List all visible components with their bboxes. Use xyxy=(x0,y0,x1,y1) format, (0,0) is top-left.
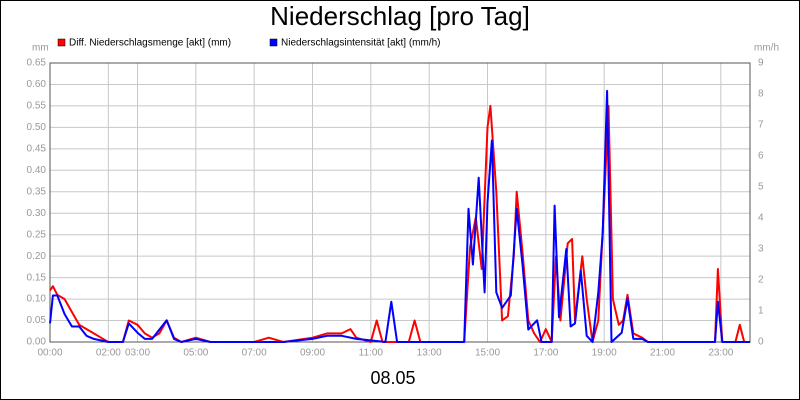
x-tick-label: 13:00 xyxy=(417,348,442,359)
x-tick-label: 05:00 xyxy=(183,348,208,359)
legend-label: Diff. Niederschlagsmenge [akt] (mm) xyxy=(69,38,231,49)
y2-tick-label: 0 xyxy=(758,337,764,348)
y-tick-label: 0.60 xyxy=(27,79,47,90)
y-tick-label: 0.20 xyxy=(27,251,47,262)
y-tick-label: 0.05 xyxy=(27,315,47,326)
x-tick-label: 19:00 xyxy=(592,348,617,359)
series-line xyxy=(49,89,750,343)
x-tick-label: 23:00 xyxy=(708,348,733,359)
y-tick-label: 0.45 xyxy=(27,143,47,154)
y2-tick-label: 2 xyxy=(758,275,764,286)
y2-axis-label: mm/h xyxy=(754,43,779,54)
y-tick-label: 0.25 xyxy=(27,229,47,240)
x-tick-label: 02:00 xyxy=(96,348,121,359)
series-line xyxy=(49,104,750,343)
y2-tick-label: 1 xyxy=(758,306,764,317)
y2-tick-label: 9 xyxy=(758,58,764,69)
x-tick-label: 09:00 xyxy=(300,348,325,359)
x-axis-label: 08.05 xyxy=(370,368,415,388)
legend-swatch xyxy=(57,38,66,47)
y-axis-label: mm xyxy=(32,43,49,54)
x-tick-label: 11:00 xyxy=(359,348,384,359)
y-tick-label: 0.35 xyxy=(27,186,47,197)
x-tick-label: 21:00 xyxy=(650,348,675,359)
x-tick-label: 00:00 xyxy=(37,348,62,359)
y-tick-label: 0.15 xyxy=(27,272,47,283)
y-tick-label: 0.65 xyxy=(27,58,47,69)
y2-tick-label: 3 xyxy=(758,244,764,255)
chart-title: Niederschlag [pro Tag] xyxy=(270,1,530,31)
plot-area xyxy=(50,63,750,342)
y2-tick-label: 7 xyxy=(758,120,764,131)
y2-tick-label: 5 xyxy=(758,182,764,193)
y2-tick-label: 4 xyxy=(758,213,764,224)
y2-tick-label: 8 xyxy=(758,89,764,100)
y-tick-label: 0.30 xyxy=(27,208,47,219)
y-tick-label: 0.10 xyxy=(27,294,47,305)
x-tick-label: 07:00 xyxy=(242,348,267,359)
legend-swatch xyxy=(269,38,278,47)
y2-tick-label: 6 xyxy=(758,151,764,162)
x-tick-label: 03:00 xyxy=(125,348,150,359)
legend-label: Niederschlagsintensität [akt] (mm/h) xyxy=(281,38,441,49)
y-tick-label: 0.40 xyxy=(27,165,47,176)
y-tick-label: 0.50 xyxy=(27,122,47,133)
y-tick-label: 0.00 xyxy=(27,337,47,348)
y-tick-label: 0.55 xyxy=(27,101,47,112)
x-tick-label: 17:00 xyxy=(533,348,558,359)
x-tick-label: 15:00 xyxy=(475,348,500,359)
